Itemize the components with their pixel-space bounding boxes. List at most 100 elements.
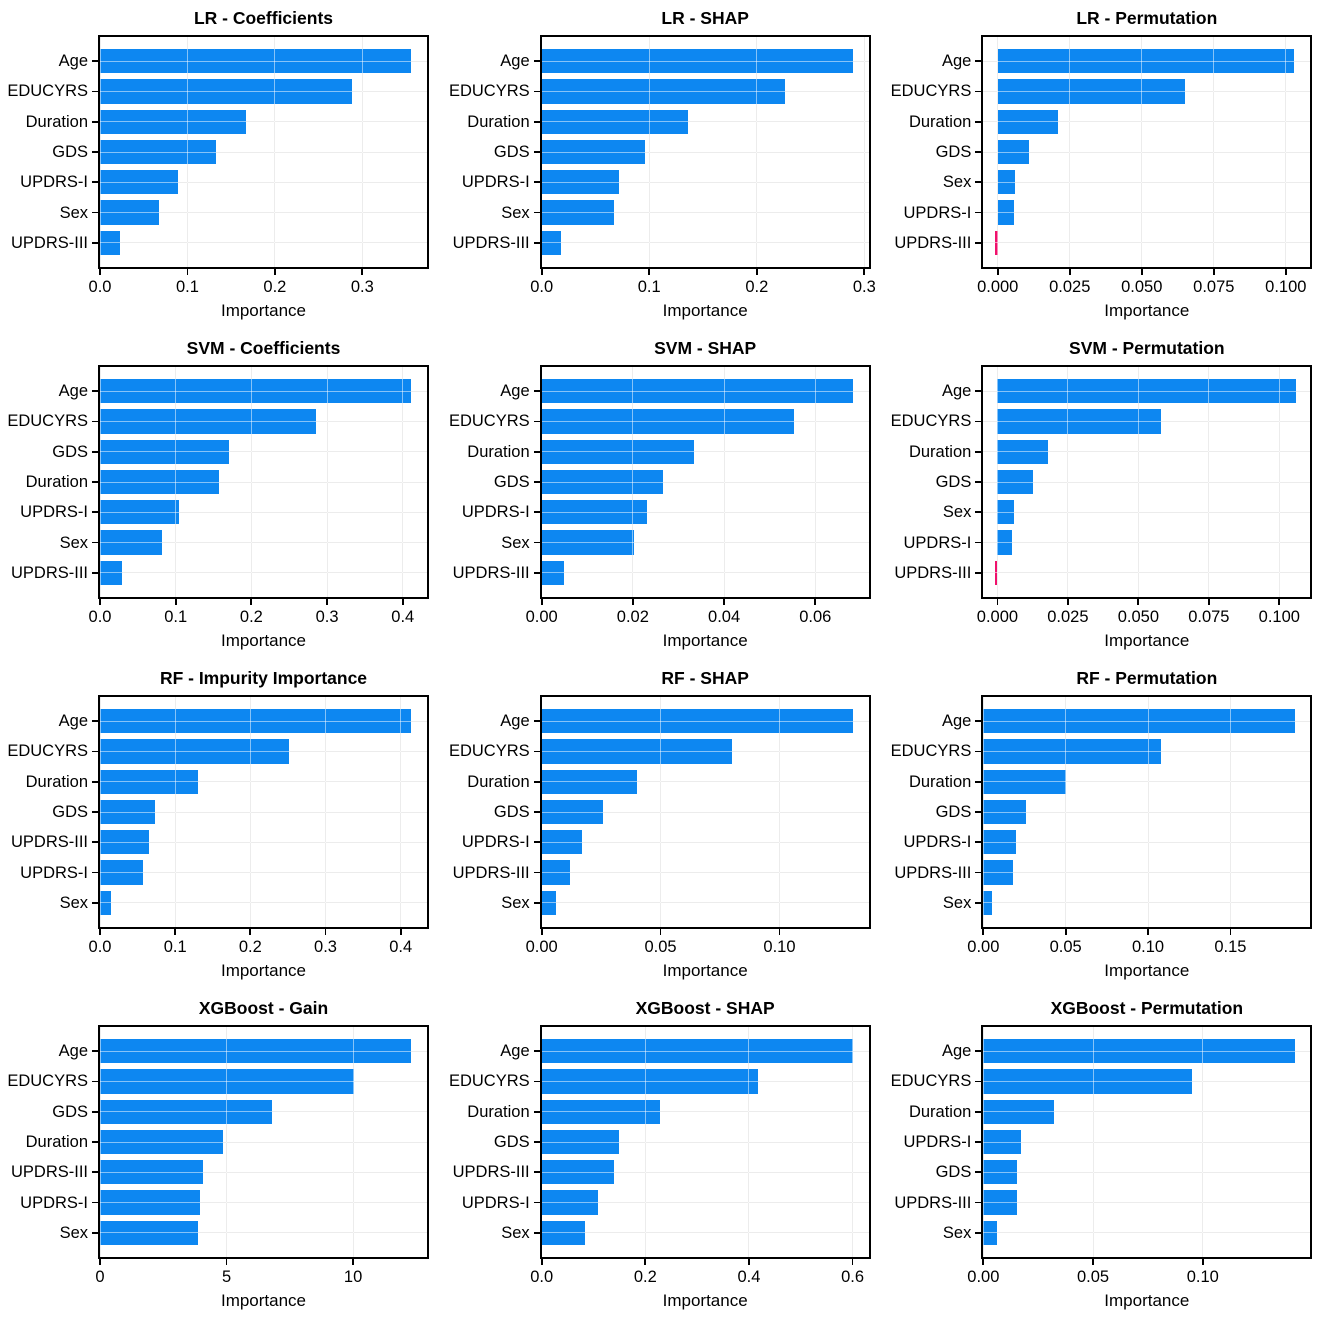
horizontal-gridline-overlay xyxy=(100,1232,427,1234)
y-tick-mark xyxy=(92,750,98,753)
x-tick-label: 0.100 xyxy=(1258,608,1300,626)
horizontal-gridline-overlay xyxy=(100,872,427,874)
y-tick-mark xyxy=(533,571,540,574)
horizontal-gridline-overlay xyxy=(541,872,869,874)
x-tick-label: 0.075 xyxy=(1188,608,1230,626)
y-tick-mark xyxy=(92,571,98,574)
y-tick-label: UPDRS-I xyxy=(903,1133,972,1151)
x-tick-mark xyxy=(174,929,177,935)
horizontal-gridline-overlay xyxy=(983,1171,1311,1173)
y-tick-label: EDUCYRS xyxy=(448,412,530,431)
y-tick-label: EDUCYRS xyxy=(7,412,88,431)
y-tick-mark xyxy=(533,450,540,453)
horizontal-gridline-overlay xyxy=(100,750,427,752)
x-tick-mark xyxy=(755,269,758,275)
y-tick-mark xyxy=(92,481,98,483)
x-tick-mark xyxy=(401,599,404,605)
horizontal-gridline-overlay xyxy=(983,872,1311,874)
chart-rf-impurity-importance: RF - Impurity Importance 0.0 0.1 0.2 0.3 0.4 A… xyxy=(0,660,442,990)
horizontal-gridline-overlay xyxy=(541,242,869,244)
y-tick-label: Sex xyxy=(501,203,530,222)
x-tick-label: 0.04 xyxy=(708,608,741,626)
horizontal-gridline-overlay xyxy=(983,151,1311,153)
horizontal-gridline-overlay xyxy=(541,750,869,752)
x-tick-label: 5 xyxy=(221,1268,232,1286)
y-tick-mark xyxy=(975,1110,982,1113)
x-tick-label: 0.2 xyxy=(239,608,263,626)
y-tick-mark xyxy=(533,1050,540,1053)
y-tick-mark xyxy=(92,211,98,214)
y-tick-label: GDS xyxy=(52,1102,88,1121)
horizontal-gridline-overlay xyxy=(541,781,869,783)
y-tick-mark xyxy=(975,750,982,753)
y-tick-label: Sex xyxy=(501,1223,530,1242)
y-tick-mark xyxy=(533,90,540,93)
y-tick-label: Duration xyxy=(467,772,530,791)
x-tick-label: 0.06 xyxy=(799,608,832,626)
horizontal-gridline-overlay xyxy=(541,1080,869,1082)
x-tick-mark xyxy=(273,269,276,275)
horizontal-gridline-overlay xyxy=(983,1232,1311,1234)
horizontal-gridline-overlay xyxy=(100,1080,427,1082)
x-tick-mark xyxy=(1278,599,1281,605)
y-tick-mark xyxy=(92,720,98,723)
horizontal-gridline-overlay xyxy=(541,1232,869,1234)
y-tick-mark xyxy=(975,720,982,723)
x-tick-label: 0.10 xyxy=(763,938,796,956)
plot-area xyxy=(982,1027,1311,1257)
horizontal-gridline-overlay xyxy=(541,420,869,422)
y-tick-label: UPDRS-III xyxy=(894,863,972,882)
x-tick-label: 0.00 xyxy=(967,938,1000,956)
y-tick-mark xyxy=(92,420,98,423)
horizontal-gridline-overlay xyxy=(983,181,1311,183)
y-tick-mark xyxy=(975,120,982,123)
horizontal-gridline-overlay xyxy=(100,181,427,183)
y-tick-mark xyxy=(533,1171,540,1174)
y-tick-mark xyxy=(92,1110,98,1113)
x-tick-mark xyxy=(996,599,999,605)
y-tick-label: UPDRS-III xyxy=(452,233,530,252)
y-tick-label: Age xyxy=(941,52,972,71)
y-tick-mark xyxy=(92,151,98,153)
y-tick-label: UPDRS-I xyxy=(903,203,972,222)
y-tick-label: UPDRS-III xyxy=(10,1163,88,1182)
y-tick-mark xyxy=(975,450,982,453)
y-tick-label: GDS xyxy=(935,473,972,491)
y-tick-label: Duration xyxy=(467,1102,530,1121)
horizontal-gridline-overlay xyxy=(100,212,427,214)
y-tick-mark xyxy=(533,750,540,753)
x-tick-label: 0.1 xyxy=(175,278,199,296)
horizontal-gridline-overlay xyxy=(983,90,1311,92)
horizontal-gridline-overlay xyxy=(541,151,869,153)
horizontal-gridline-overlay xyxy=(541,511,869,513)
x-axis-label: Importance xyxy=(220,961,307,980)
y-tick-label: Duration xyxy=(908,1102,972,1121)
x-tick-mark xyxy=(814,599,817,605)
x-tick-mark xyxy=(631,599,634,605)
x-tick-label: 0.4 xyxy=(391,608,415,626)
x-tick-mark xyxy=(324,929,327,935)
y-tick-label: UPDRS-III xyxy=(894,563,972,582)
y-tick-label: Duration xyxy=(908,112,972,131)
y-tick-mark xyxy=(975,151,982,153)
horizontal-gridline-overlay xyxy=(100,151,427,153)
chart-rf-permutation: RF - Permutation 0.00 0.05 0.10 0.15 Age EDUCY… xyxy=(883,660,1325,990)
horizontal-gridline-overlay xyxy=(100,720,427,722)
horizontal-gridline-overlay xyxy=(983,542,1311,544)
chart-title: RF - Impurity Importance xyxy=(159,668,368,688)
chart-svm-shap: SVM - SHAP 0.00 0.02 0.04 0.06 Age EDUCYRS Dura… xyxy=(442,330,884,660)
horizontal-gridline-overlay xyxy=(100,1202,427,1204)
y-tick-mark xyxy=(975,241,982,244)
x-tick-label: 0.4 xyxy=(737,1268,761,1286)
y-tick-mark xyxy=(533,241,540,244)
y-tick-mark xyxy=(92,871,98,874)
x-tick-mark xyxy=(326,599,328,605)
y-tick-mark xyxy=(975,571,982,574)
horizontal-gridline-overlay xyxy=(100,242,427,244)
horizontal-gridline-overlay xyxy=(541,542,869,544)
x-tick-label: 0.10 xyxy=(1186,1268,1219,1286)
horizontal-gridline-overlay xyxy=(541,811,869,813)
x-tick-mark xyxy=(1068,269,1071,275)
y-tick-label: Age xyxy=(58,712,88,731)
x-axis-label: Importance xyxy=(662,1291,748,1310)
